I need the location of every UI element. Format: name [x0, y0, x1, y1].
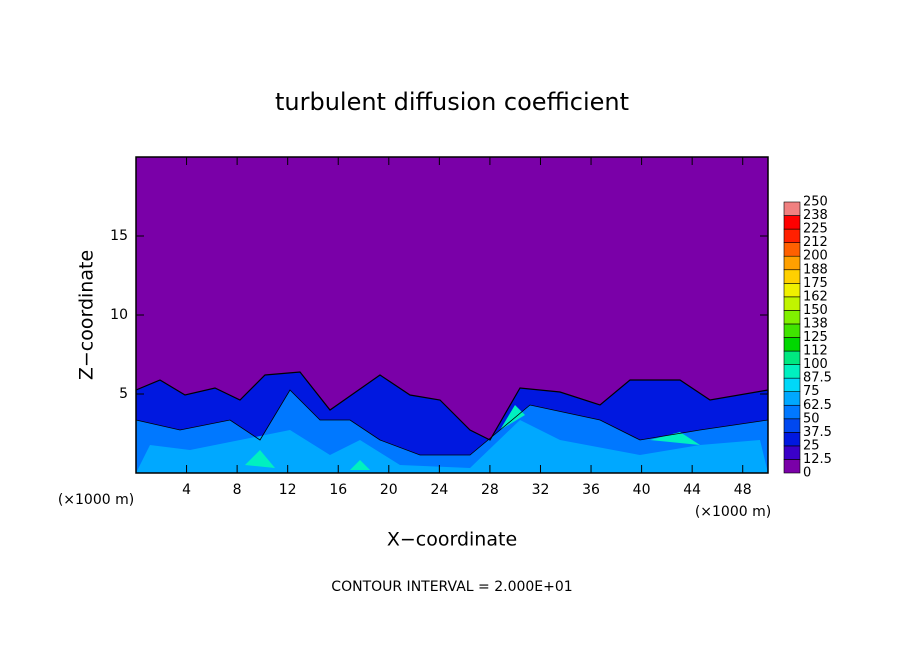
x-tick-label: 4 [182, 482, 191, 498]
colorbar-label: 112 [803, 344, 828, 359]
x-tick-label: 40 [633, 482, 651, 498]
x-tick-label: 32 [532, 482, 550, 498]
y-tick-label: 10 [110, 307, 128, 323]
colorbar-swatch [783, 391, 801, 406]
colorbar-swatch [783, 228, 801, 243]
colorbar-label: 125 [803, 330, 828, 345]
colorbar-swatch [783, 404, 801, 420]
colorbar-swatch [783, 215, 801, 230]
colorbar-swatch [783, 255, 801, 271]
x-tick-label: 36 [582, 482, 600, 498]
colorbar-label: 238 [803, 208, 828, 223]
colorbar-label: 62.5 [803, 398, 832, 413]
colorbar-swatch [783, 377, 801, 392]
colorbar-label: 175 [803, 276, 828, 291]
colorbar-label: 0 [803, 466, 811, 481]
colorbar-swatch [783, 459, 801, 474]
colorbar-swatch [783, 323, 801, 338]
x-tick-label: 8 [233, 482, 242, 498]
colorbar-label: 25 [803, 438, 820, 453]
x-tick-label: 12 [279, 482, 297, 498]
colorbar-swatch [783, 242, 801, 257]
colorbar-label: 150 [803, 303, 828, 318]
colorbar-label: 162 [803, 289, 828, 304]
y-axis-label: Z−coordinate [76, 250, 98, 380]
y-tick-label: 5 [119, 386, 128, 402]
colorbar-swatch [783, 269, 801, 284]
colorbar-label: 100 [803, 357, 828, 372]
x-tick-label: 48 [734, 482, 752, 498]
contour-line [135, 389, 769, 456]
contour-note: CONTOUR INTERVAL = 2.000E+01 [331, 579, 572, 595]
x-tick-label: 28 [481, 482, 499, 498]
x-unit-label: (×1000 m) [695, 504, 771, 520]
contour-field [135, 157, 769, 473]
colorbar-swatch [783, 296, 801, 311]
contour-region [136, 420, 768, 473]
x-unit-label: (×1000 m) [58, 492, 134, 508]
x-tick-label: 44 [683, 482, 701, 498]
colorbar-label: 37.5 [803, 425, 832, 440]
colorbar-label: 250 [803, 195, 828, 210]
contour-line [135, 371, 769, 441]
colorbar-swatch [783, 432, 801, 447]
colorbar-label: 225 [803, 222, 828, 237]
colorbar-label: 12.5 [803, 452, 832, 467]
colorbar-swatch [783, 201, 801, 216]
colorbar-label: 75 [803, 384, 820, 399]
colorbar-label: 138 [803, 316, 828, 331]
x-tick-label: 24 [430, 482, 448, 498]
colorbar-swatch [783, 350, 801, 365]
colorbar-label: 87.5 [803, 371, 832, 386]
colorbar-swatch [783, 418, 801, 433]
x-tick-label: 20 [380, 482, 398, 498]
colorbar-swatch [783, 337, 801, 352]
colorbar-label: 188 [803, 262, 828, 277]
colorbar-label: 212 [803, 235, 828, 250]
colorbar-swatch [783, 310, 801, 325]
colorbar-label: 50 [803, 411, 820, 426]
colorbar-swatch [783, 445, 801, 460]
chart-title: turbulent diffusion coefficient [275, 88, 629, 116]
colorbar-label: 200 [803, 249, 828, 264]
x-axis-label: X−coordinate [387, 529, 517, 551]
colorbar-swatch [783, 282, 801, 298]
x-tick-label: 16 [329, 482, 347, 498]
y-tick-label: 15 [110, 228, 128, 244]
colorbar-swatch [783, 364, 801, 379]
